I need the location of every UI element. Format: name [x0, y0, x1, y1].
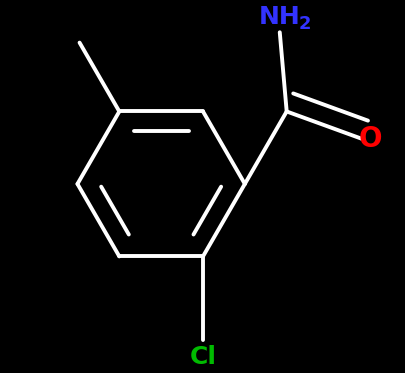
- Text: Cl: Cl: [189, 345, 216, 369]
- Text: O: O: [358, 125, 381, 153]
- Text: 2: 2: [298, 15, 311, 33]
- Text: NH: NH: [258, 5, 300, 29]
